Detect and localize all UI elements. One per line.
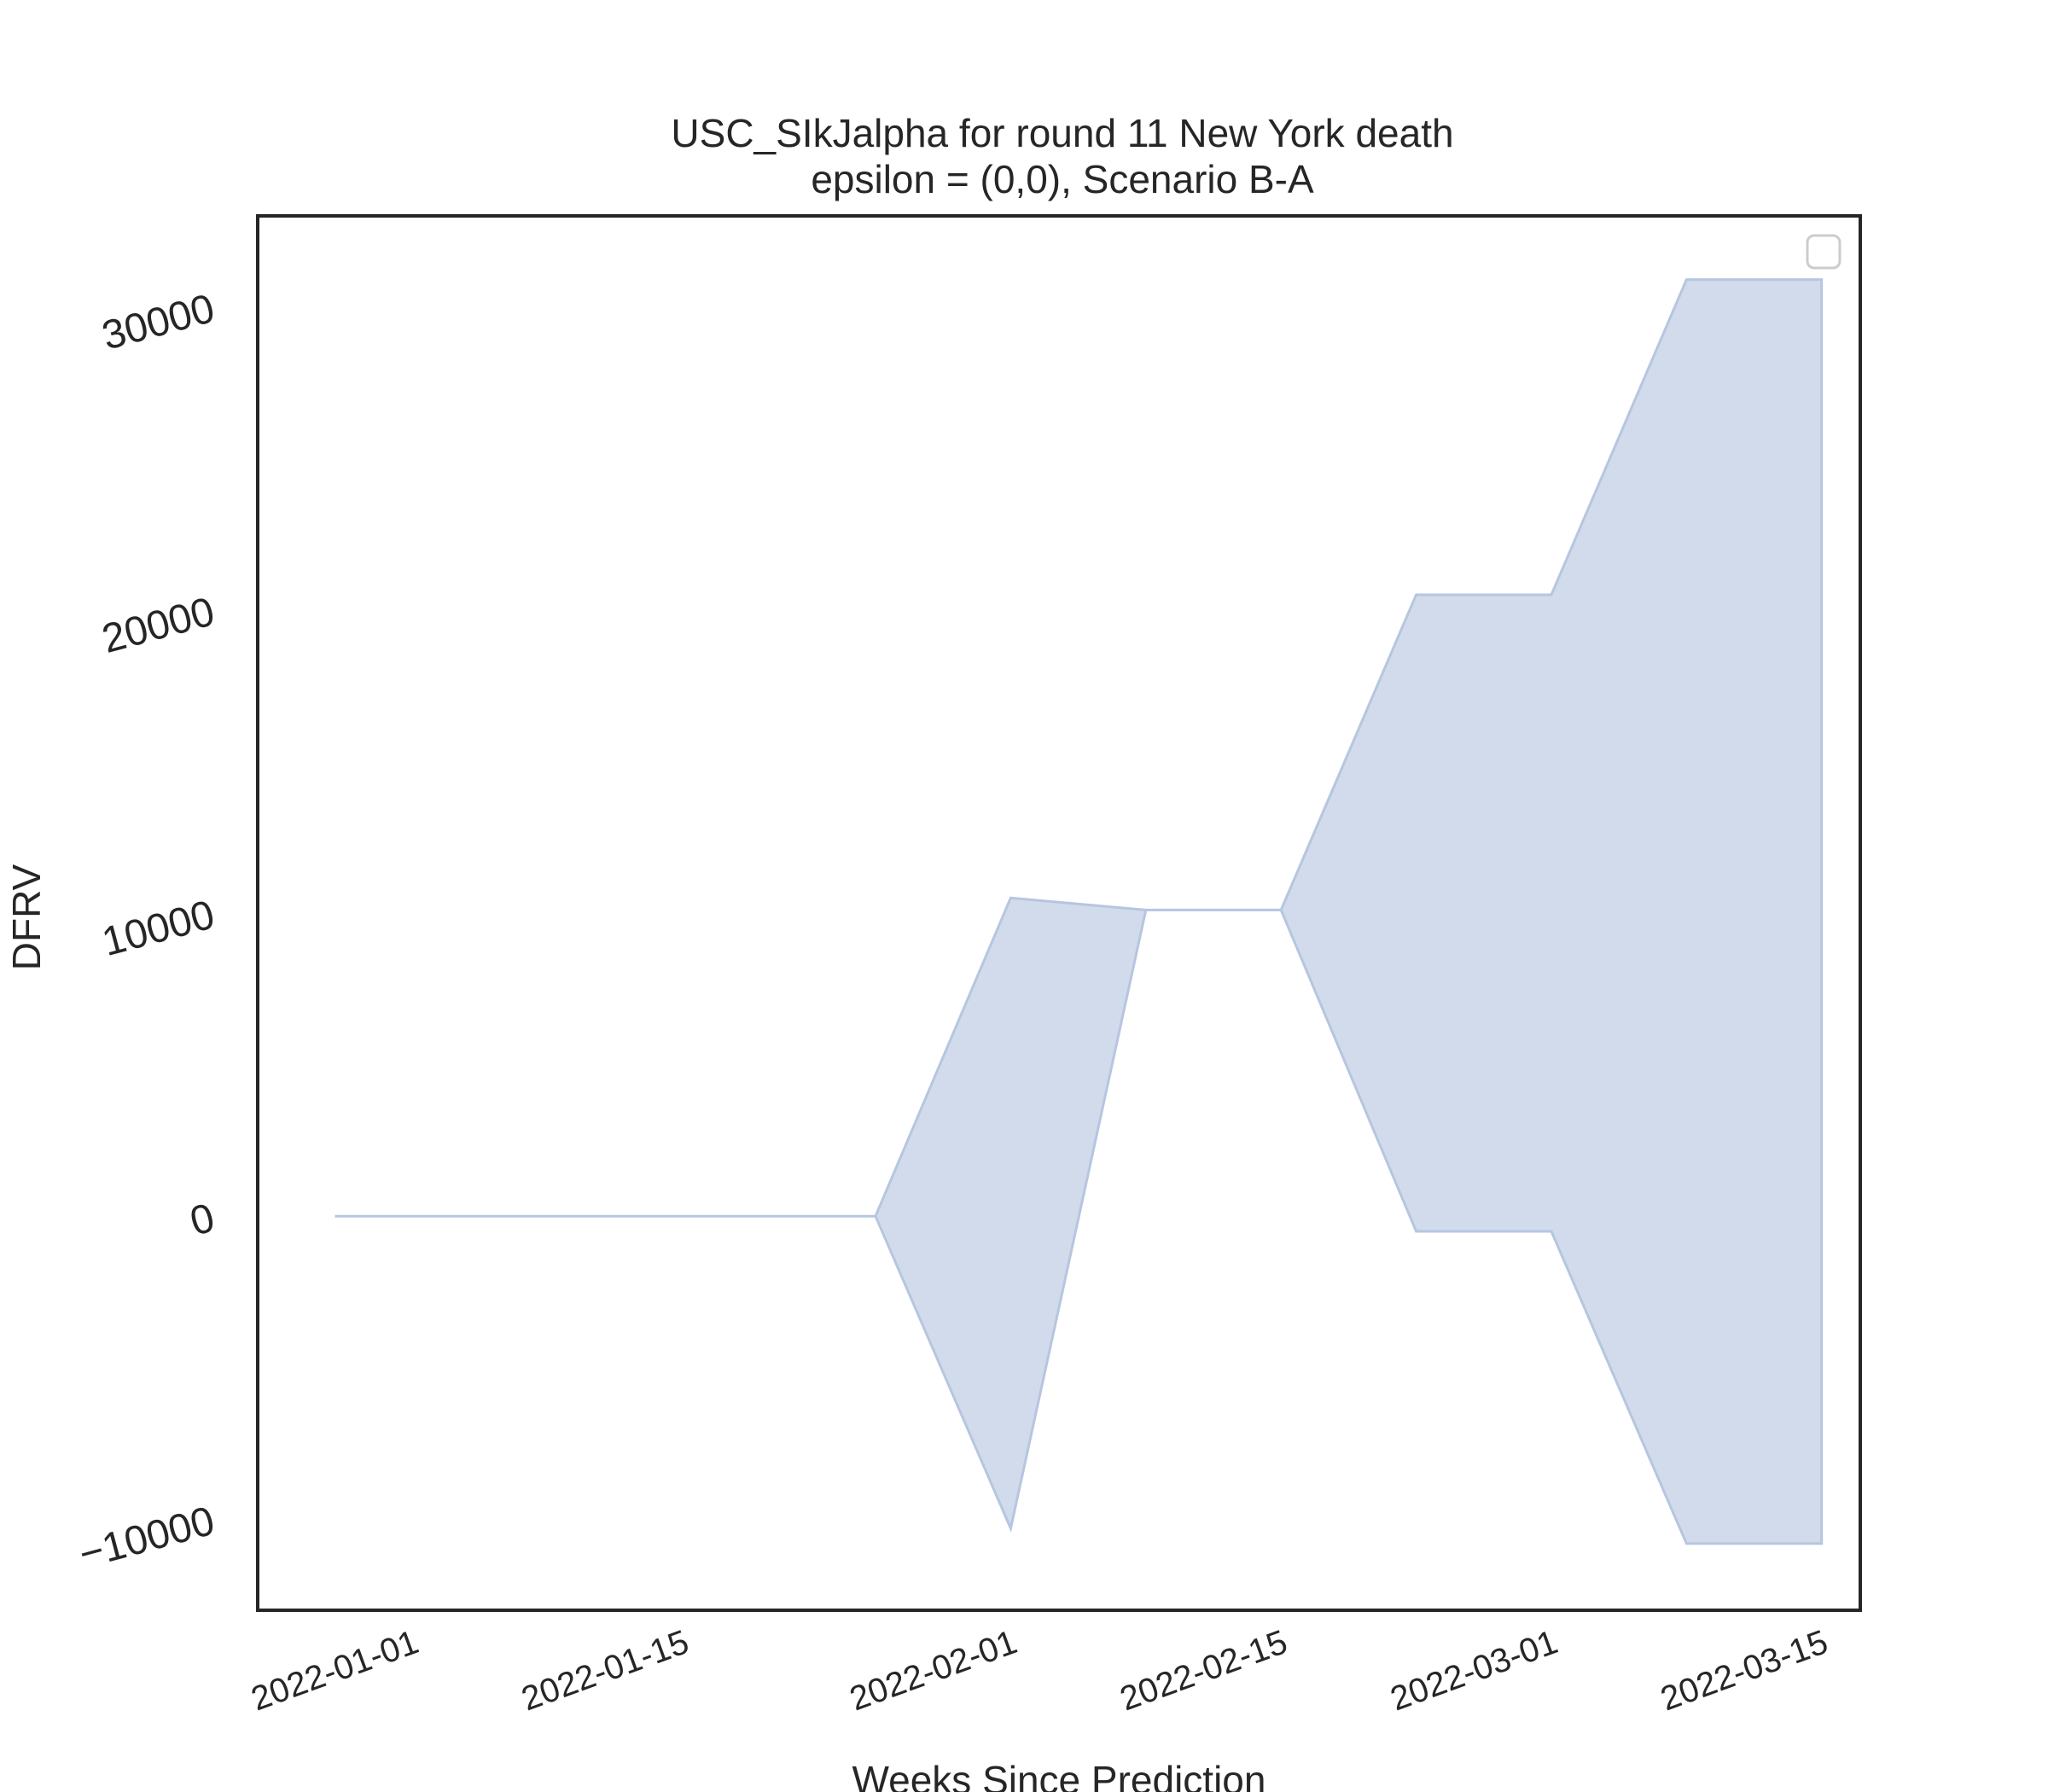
y-tick-label: −10000 bbox=[74, 1498, 219, 1578]
y-axis-ticks: −10000 0 10000 20000 30000 bbox=[74, 286, 219, 1578]
legend-box bbox=[1806, 234, 1841, 270]
y-axis-label: DFRV bbox=[4, 864, 49, 970]
y-tick-label: 10000 bbox=[97, 892, 219, 965]
chart-title: USC_SIkJalpha for round 11 New York deat… bbox=[671, 111, 1453, 155]
plot-area bbox=[335, 278, 1824, 1545]
y-tick-label: 30000 bbox=[97, 286, 219, 359]
uncertainty-band-0 bbox=[335, 278, 1824, 1545]
x-axis-label: Weeks Since Prediction bbox=[852, 1758, 1266, 1792]
x-tick-label: 2022-03-01 bbox=[1386, 1623, 1562, 1718]
y-tick-label: 0 bbox=[185, 1196, 219, 1245]
x-axis-ticks: 2022-01-01 2022-01-15 2022-02-01 2022-02-15… bbox=[247, 1623, 1833, 1718]
chart-subtitle: epsilon = (0,0), Scenario B-A bbox=[811, 157, 1314, 201]
x-tick-label: 2022-01-01 bbox=[247, 1623, 423, 1718]
y-tick-label: 20000 bbox=[97, 589, 219, 662]
x-tick-label: 2022-01-15 bbox=[517, 1623, 694, 1718]
plot-frame bbox=[256, 214, 1862, 1612]
x-tick-label: 2022-02-01 bbox=[845, 1623, 1021, 1718]
x-tick-label: 2022-02-15 bbox=[1115, 1623, 1292, 1718]
x-tick-label: 2022-03-15 bbox=[1655, 1623, 1832, 1718]
